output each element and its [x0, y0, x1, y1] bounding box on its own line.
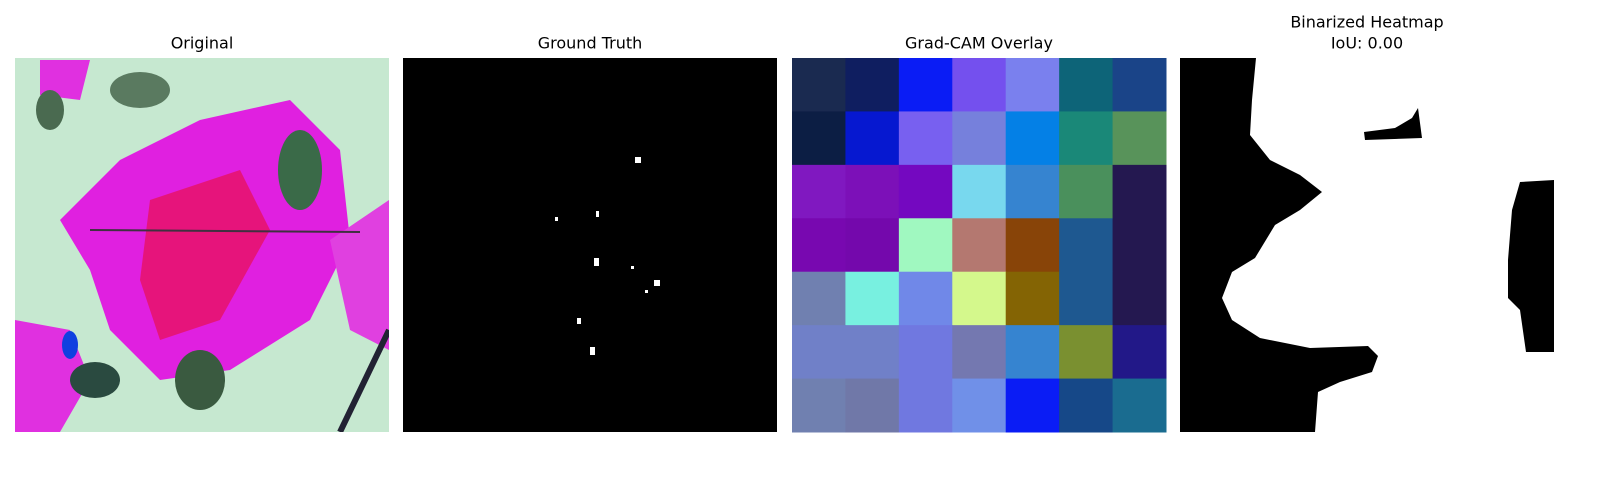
heatmap-cell [845, 378, 900, 433]
heatmap-cell [1005, 58, 1060, 112]
heatmap-cell [952, 111, 1007, 166]
heatmap-cell [898, 58, 953, 112]
heatmap-cell [952, 58, 1007, 112]
heatmap-cell [792, 111, 846, 166]
binarized-image [1180, 58, 1554, 432]
heatmap-cell [952, 378, 1007, 433]
heatmap-cell [952, 325, 1007, 380]
heatmap-cell [1059, 378, 1114, 433]
heatmap-cell [952, 164, 1007, 219]
heatmap-cell [1059, 164, 1114, 219]
heatmap-cell [792, 378, 846, 433]
heatmap-cell [1112, 325, 1167, 380]
heatmap-cell [1112, 58, 1167, 112]
heatmap-cell [845, 271, 900, 326]
heatmap-cell [898, 271, 953, 326]
heatmap-cell [1059, 58, 1114, 112]
heatmap-cell [898, 164, 953, 219]
heatmap-cell [845, 325, 900, 380]
heatmap-cell [898, 325, 953, 380]
heatmap-cell [1059, 271, 1114, 326]
heatmap-cell [1059, 218, 1114, 273]
heatmap-cell [792, 218, 846, 273]
heatmap-cell [792, 271, 846, 326]
heatmap-cell [952, 271, 1007, 326]
heatmap-cell [898, 111, 953, 166]
heatmap-cell [898, 378, 953, 433]
ground-truth-image [403, 58, 777, 432]
heatmap-cell [1005, 325, 1060, 380]
panel-title: Original [171, 34, 234, 53]
heatmap-cell [1005, 271, 1060, 326]
heatmap-cell [845, 218, 900, 273]
original-image [15, 58, 389, 432]
gradcam-image [792, 58, 1167, 433]
heatmap-cell [1005, 378, 1060, 433]
heatmap-cell [845, 111, 900, 166]
panel-title: Grad-CAM Overlay [905, 34, 1053, 53]
heatmap-cell [792, 325, 846, 380]
heatmap-cell [1112, 218, 1167, 273]
heatmap-cell [792, 164, 846, 219]
heatmap-cell [898, 218, 953, 273]
heatmap-cell [1005, 218, 1060, 273]
heatmap-cell [1005, 164, 1060, 219]
heatmap-cell [1059, 325, 1114, 380]
heatmap-cell [792, 58, 846, 112]
heatmap-cell [1059, 111, 1114, 166]
panel-subtitle: IoU: 0.00 [1331, 34, 1403, 53]
heatmap-cell [845, 58, 900, 112]
heatmap-cell [1112, 111, 1167, 166]
heatmap-cell [952, 218, 1007, 273]
heatmap-cell [1112, 271, 1167, 326]
heatmap-cell [1112, 164, 1167, 219]
heatmap-cell [1005, 111, 1060, 166]
heatmap-cell [1112, 378, 1167, 433]
panel-title: Binarized Heatmap [1290, 13, 1443, 32]
heatmap-cell [845, 164, 900, 219]
panel-title: Ground Truth [538, 34, 643, 53]
